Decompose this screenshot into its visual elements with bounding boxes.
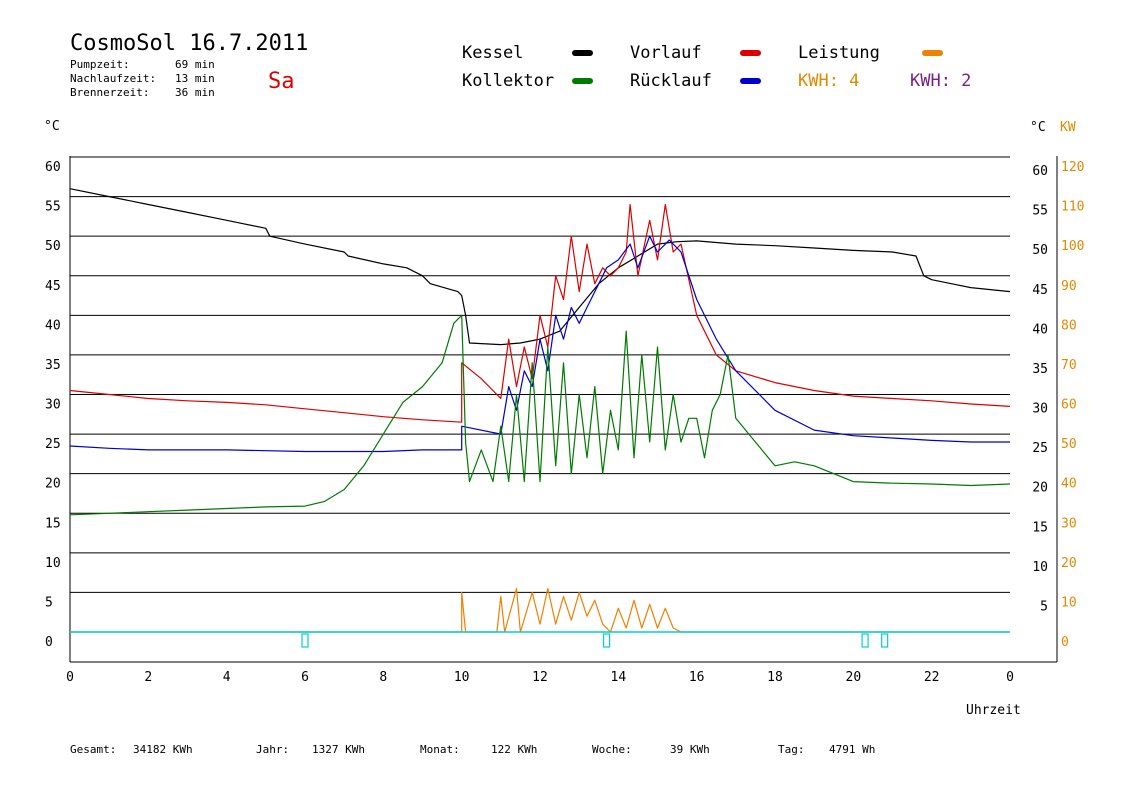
- kwh-label: KWH: 4: [798, 71, 859, 91]
- x-tick-label: 22: [924, 670, 940, 685]
- x-tick-label: 4: [223, 670, 231, 685]
- kw-tick-label: 80: [1061, 318, 1077, 333]
- kw-tick-label: 90: [1061, 279, 1077, 294]
- y2-tick-label: 30: [1032, 402, 1048, 417]
- footer-totals: Gesamt: 34182 KWh Jahr: 1327 KWh Monat: …: [70, 743, 875, 756]
- footer-value: 34182 KWh: [133, 743, 193, 756]
- footer-value: 39 KWh: [670, 743, 710, 756]
- kw-axis-unit: KW: [1060, 120, 1076, 135]
- y-tick-label: 55: [45, 200, 61, 215]
- series-line-rcklauf: [69, 235, 1010, 453]
- y2-tick-label: 55: [1032, 204, 1048, 219]
- x-tick-label: 12: [532, 670, 548, 685]
- stat-label: Nachlaufzeit:: [70, 72, 156, 85]
- footer-value: 1327 KWh: [312, 743, 365, 756]
- footer-label: Gesamt:: [70, 743, 116, 756]
- y2-tick-label: 40: [1032, 322, 1048, 337]
- footer-label: Monat:: [420, 743, 460, 756]
- x-axis-title: Uhrzeit: [966, 703, 1021, 718]
- x-tick-label: 6: [301, 670, 309, 685]
- series-line-kollektor: [69, 314, 1011, 516]
- kw-tick-label: 40: [1061, 477, 1077, 492]
- footer-value: 122 KWh: [491, 743, 537, 756]
- footer-label: Jahr:: [256, 743, 289, 756]
- kw-tick-label: 50: [1061, 437, 1077, 452]
- y-tick-label: 40: [45, 318, 61, 333]
- y2-tick-label: 15: [1032, 520, 1048, 535]
- footer-label: Woche:: [592, 743, 632, 756]
- pump-marker: [602, 633, 611, 648]
- kw-tick-label: 10: [1061, 595, 1077, 610]
- stat-label: Pumpzeit:: [70, 58, 130, 71]
- left-axis-unit: °C: [44, 119, 60, 134]
- kw-tick-label: 110: [1061, 200, 1084, 215]
- pump-marker: [301, 633, 309, 648]
- pump-marker: [881, 633, 889, 648]
- plot-area: 6055504540353025201510506055504540353025…: [45, 156, 1084, 685]
- y-tick-label: 35: [45, 358, 61, 373]
- y-tick-label: 10: [45, 556, 61, 571]
- y2-tick-label: 50: [1032, 243, 1048, 258]
- x-tick-label: 2: [144, 670, 152, 685]
- y2-tick-label: 20: [1032, 481, 1048, 496]
- kw-tick-label: 0: [1061, 635, 1069, 650]
- y-tick-label: 0: [45, 635, 53, 650]
- pump-marker: [861, 633, 869, 648]
- kwh-label: KWH: 2: [910, 71, 971, 91]
- x-tick-label: 18: [767, 670, 783, 685]
- x-tick-label: 10: [454, 670, 470, 685]
- legend-label: Vorlauf: [630, 43, 702, 63]
- kw-tick-label: 120: [1061, 160, 1084, 175]
- x-tick-label: 16: [689, 670, 705, 685]
- stat-value: 69 min: [175, 58, 215, 71]
- y-tick-label: 25: [45, 437, 61, 452]
- footer-value: 4791 Wh: [829, 743, 875, 756]
- y2-tick-label: 45: [1032, 283, 1048, 298]
- stat-label: Brennerzeit:: [70, 86, 149, 99]
- y-tick-label: 30: [45, 398, 61, 413]
- series-line-vorlauf: [69, 203, 1011, 423]
- weekday-label: Sa: [268, 69, 295, 94]
- legend-label: Kollektor: [462, 71, 554, 91]
- legend-label: Leistung: [798, 43, 880, 63]
- y2-tick-label: 10: [1032, 560, 1048, 575]
- series-line-kessel: [69, 188, 1011, 346]
- x-tick-label: 14: [611, 670, 627, 685]
- runtime-stats: Pumpzeit: 69 min Nachlaufzeit: 13 min Br…: [70, 58, 215, 99]
- stat-value: 13 min: [175, 72, 215, 85]
- stat-value: 36 min: [175, 86, 215, 99]
- kw-tick-label: 60: [1061, 398, 1077, 413]
- kw-tick-label: 20: [1061, 556, 1077, 571]
- y2-tick-label: 60: [1032, 164, 1048, 179]
- chart-title: CosmoSol 16.7.2011: [70, 31, 308, 56]
- x-tick-label: 0: [66, 670, 74, 685]
- series-line-leistung: [70, 587, 1010, 633]
- y2-tick-label: 5: [1040, 599, 1048, 614]
- legend-label: Kessel: [462, 43, 523, 63]
- kw-tick-label: 30: [1061, 516, 1077, 531]
- right-axis-unit: °C: [1030, 120, 1046, 135]
- y2-tick-label: 25: [1032, 441, 1048, 456]
- x-tick-label: 0: [1006, 670, 1014, 685]
- footer-label: Tag:: [778, 743, 805, 756]
- y-tick-label: 45: [45, 279, 61, 294]
- kw-tick-label: 100: [1061, 239, 1084, 254]
- x-tick-label: 8: [379, 670, 387, 685]
- legend: Kessel Vorlauf Leistung Kollektor Rückla…: [462, 43, 971, 91]
- y-tick-label: 15: [45, 516, 61, 531]
- legend-label: Rücklauf: [630, 71, 712, 91]
- y-tick-label: 20: [45, 477, 61, 492]
- y-tick-label: 50: [45, 239, 61, 254]
- y2-tick-label: 35: [1032, 362, 1048, 377]
- kw-tick-label: 70: [1061, 358, 1077, 373]
- y-tick-label: 5: [45, 595, 53, 610]
- y-tick-label: 60: [45, 160, 61, 175]
- x-tick-label: 20: [846, 670, 862, 685]
